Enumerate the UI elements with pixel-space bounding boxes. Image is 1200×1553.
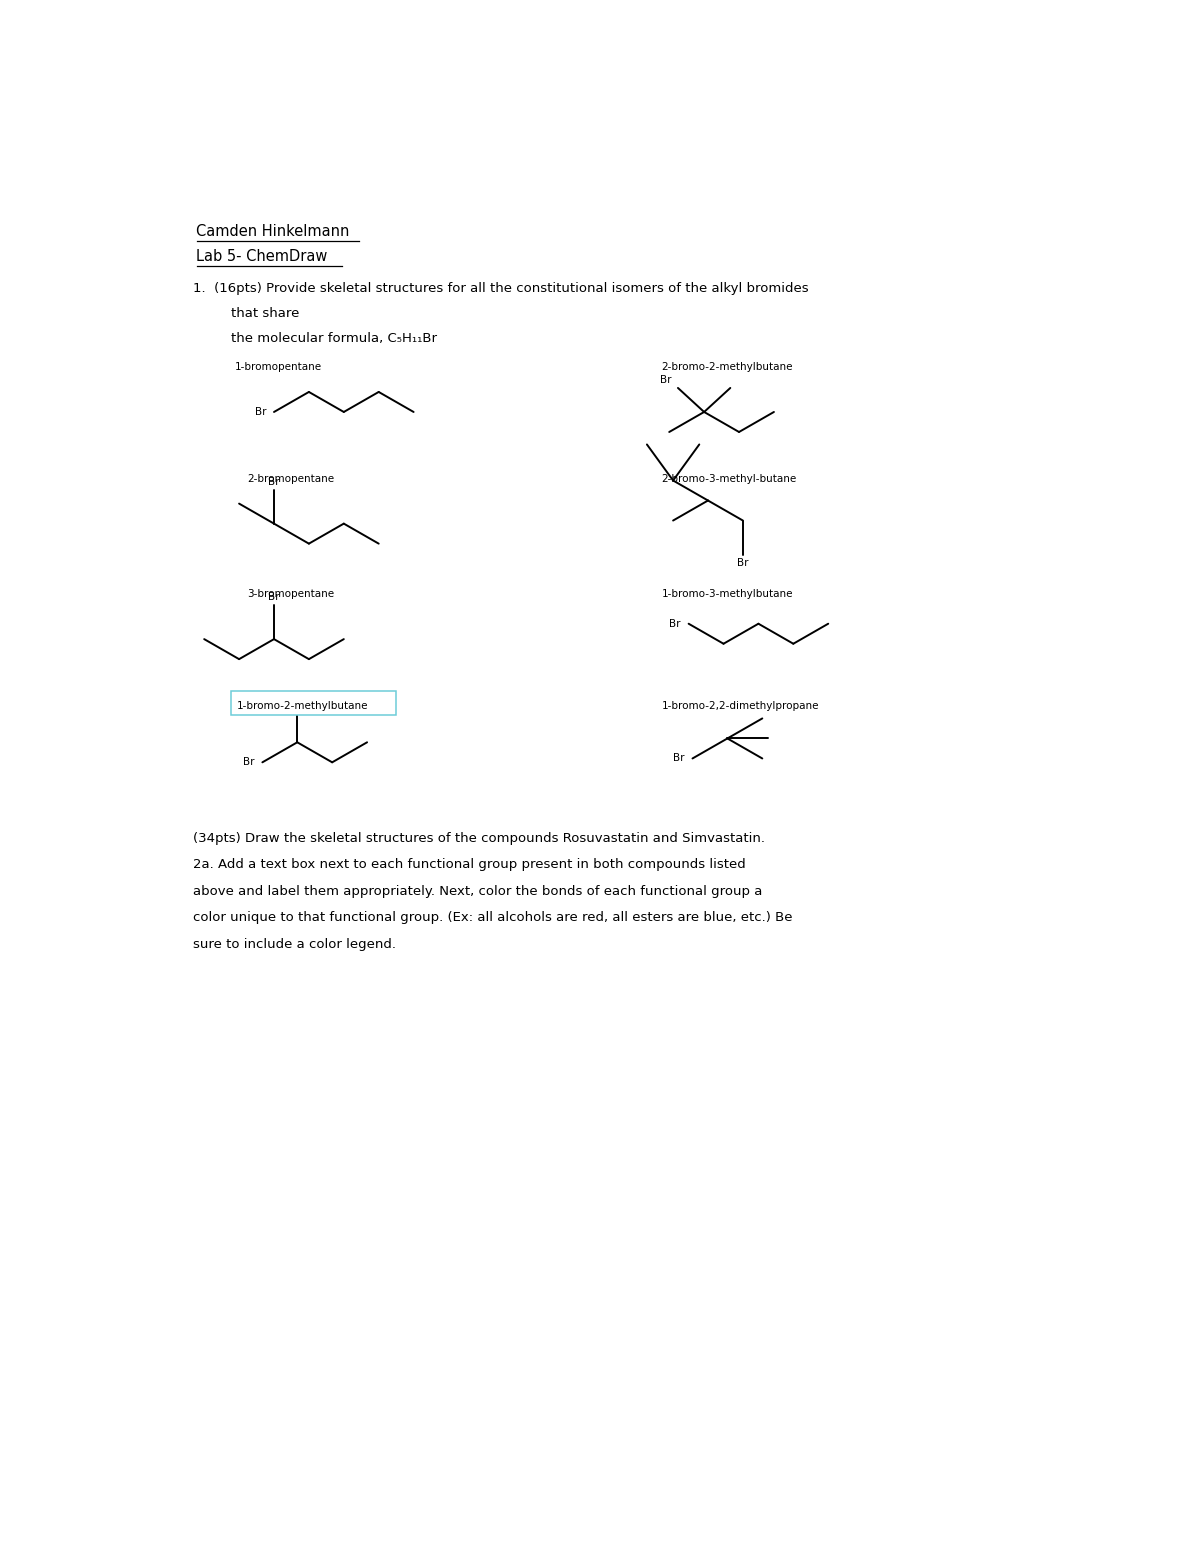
Text: Br: Br xyxy=(244,758,254,767)
Text: Br: Br xyxy=(660,374,672,385)
Text: that share: that share xyxy=(232,307,300,320)
Text: Br: Br xyxy=(737,558,749,568)
Text: the molecular formula, C₅H₁₁Br: the molecular formula, C₅H₁₁Br xyxy=(232,332,437,345)
Text: Br: Br xyxy=(269,592,280,603)
Text: color unique to that functional group. (Ex: all alcohols are red, all esters are: color unique to that functional group. (… xyxy=(193,912,792,924)
Text: 1-bromo-2,2-dimethylpropane: 1-bromo-2,2-dimethylpropane xyxy=(661,700,818,711)
Text: 2-bromopentane: 2-bromopentane xyxy=(247,474,334,483)
Text: Br: Br xyxy=(673,753,685,764)
Text: sure to include a color legend.: sure to include a color legend. xyxy=(193,938,396,950)
Text: Br: Br xyxy=(670,618,680,629)
Text: 2-bromo-2-methylbutane: 2-bromo-2-methylbutane xyxy=(661,362,793,371)
Text: 2-bromo-3-methyl-butane: 2-bromo-3-methyl-butane xyxy=(661,474,797,483)
Text: 3-bromopentane: 3-bromopentane xyxy=(247,589,334,599)
Text: (34pts) Draw the skeletal structures of the compounds Rosuvastatin and Simvastat: (34pts) Draw the skeletal structures of … xyxy=(193,831,764,845)
Text: 1-bromo-2-methylbutane: 1-bromo-2-methylbutane xyxy=(236,700,368,711)
Text: 1-bromopentane: 1-bromopentane xyxy=(235,362,323,371)
Text: Br: Br xyxy=(269,477,280,486)
Text: Camden Hinkelmann: Camden Hinkelmann xyxy=(197,224,350,239)
Text: 2a. Add a text box next to each functional group present in both compounds liste: 2a. Add a text box next to each function… xyxy=(193,859,745,871)
Text: Br: Br xyxy=(254,407,266,416)
Text: Lab 5- ChemDraw: Lab 5- ChemDraw xyxy=(197,248,328,264)
FancyBboxPatch shape xyxy=(230,691,396,716)
Text: above and label them appropriately. Next, color the bonds of each functional gro: above and label them appropriately. Next… xyxy=(193,885,762,898)
Text: 1-bromo-3-methylbutane: 1-bromo-3-methylbutane xyxy=(661,589,793,599)
Text: 1.  (16pts) Provide skeletal structures for all the constitutional isomers of th: 1. (16pts) Provide skeletal structures f… xyxy=(193,283,809,295)
